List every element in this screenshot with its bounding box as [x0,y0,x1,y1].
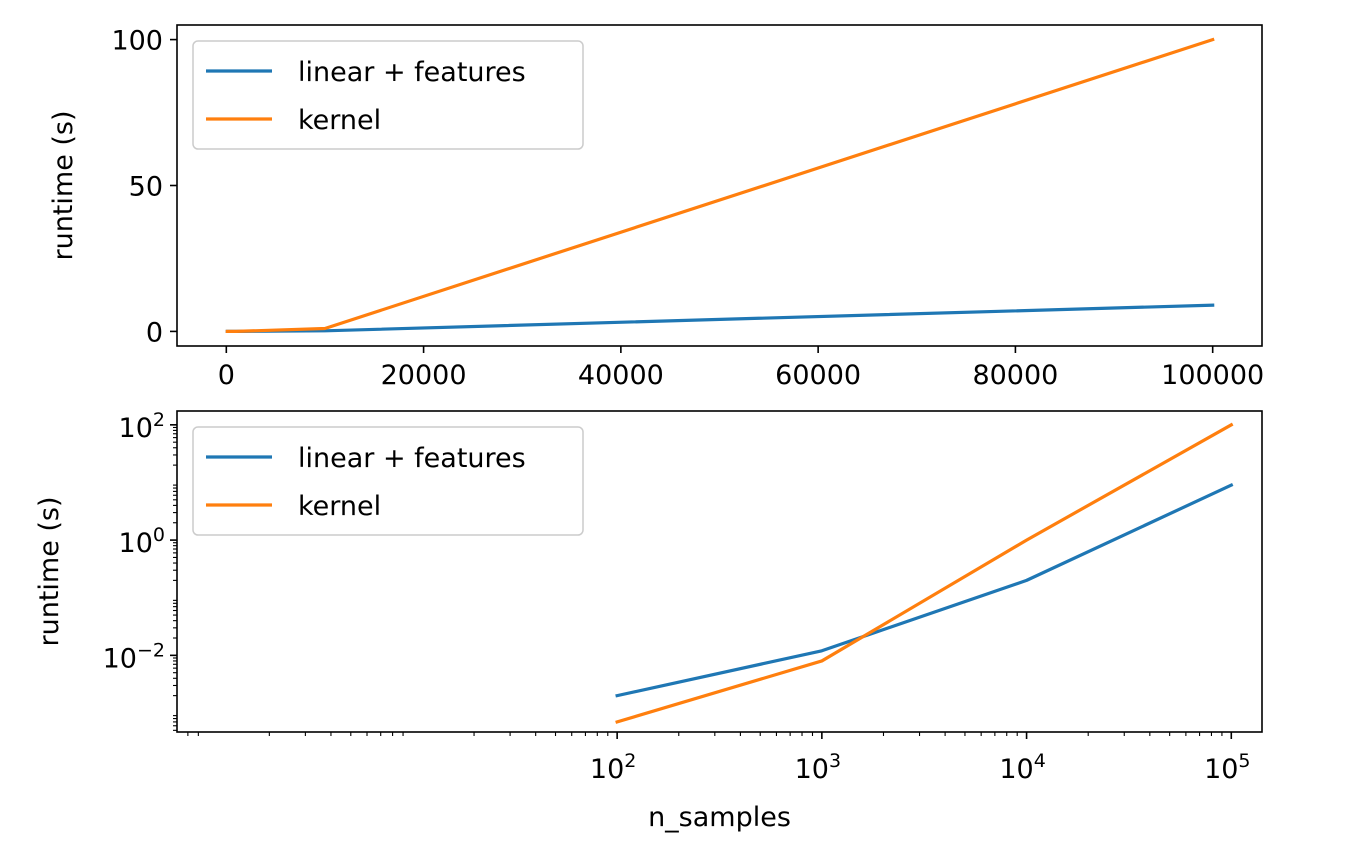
x-tick-label: 100000 [1161,360,1264,391]
y-tick-label-exponent: 0 [153,524,165,546]
y-tick-label: 0 [146,317,163,348]
x-tick-label: 0 [218,360,235,391]
x-tick-label: 103 [795,750,841,785]
y-tick-label-base: 10 [103,643,137,674]
legend-frame [192,40,584,150]
x-tick-label: 20000 [381,360,467,391]
legend-label-linear-features: linear + features [298,443,526,474]
legend: linear + features kernel [192,426,584,536]
legend-label-kernel: kernel [298,105,381,136]
y-tick-label: 100 [119,524,165,559]
x-tick-label-exponent: 4 [1034,750,1046,772]
x-tick-label: 104 [999,750,1045,785]
x-tick-label: 102 [590,750,636,785]
legend-label-linear-features: linear + features [298,57,526,88]
legend: linear + features kernel [192,40,584,150]
y-tick-label-base: 10 [119,528,153,559]
y-tick-label: 10−2 [103,639,165,674]
y-tick-label: 50 [129,172,163,203]
y-tick-label-exponent: 2 [153,409,165,431]
legend-label-kernel: kernel [298,491,381,522]
linear-runtime-panel: 0 20000 40000 60000 80000 100000 0 50 100 runtime… [48,24,1264,391]
y-tick-label-base: 10 [119,413,153,444]
x-tick-label-base: 10 [1204,754,1238,785]
x-tick-label-exponent: 3 [829,750,841,772]
y-tick-label: 100 [111,26,163,57]
x-tick-label-base: 10 [999,754,1033,785]
x-axis-label: n_samples [648,802,791,833]
x-tick-label: 40000 [578,360,664,391]
plot-frame [176,410,1263,733]
legend-frame [192,426,584,536]
x-tick-label-exponent: 5 [1238,750,1250,772]
x-tick-label: 80000 [972,360,1058,391]
y-axis-label: runtime (s) [34,496,65,646]
x-tick-label-exponent: 2 [624,750,636,772]
series-line-linear-features [225,303,1215,334]
x-tick-label-base: 10 [795,754,829,785]
x-tick-label-base: 10 [590,754,624,785]
y-axis-label: runtime (s) [48,110,79,260]
x-tick-label: 60000 [775,360,861,391]
y-tick-label-exponent: −2 [137,639,165,661]
y-tick-label: 102 [119,409,165,444]
series-line-linear-features [615,482,1234,698]
series-line-kernel [225,37,1215,334]
series-line-kernel [615,422,1234,724]
x-tick-label: 105 [1204,750,1250,785]
